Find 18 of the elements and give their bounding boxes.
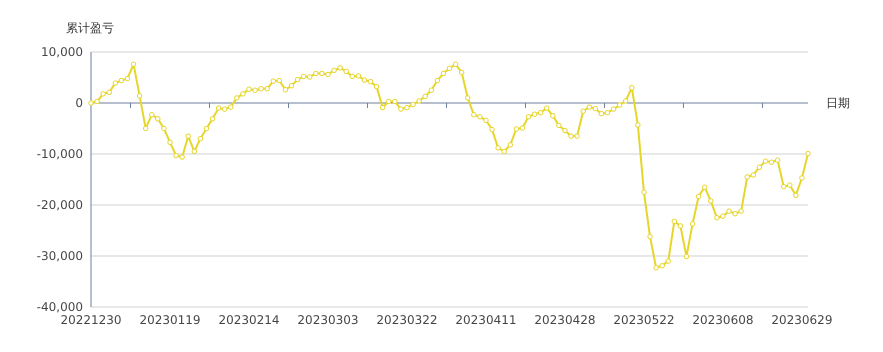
x-tick-label: 20230522: [613, 313, 674, 327]
y-tick-label: -20,000: [36, 198, 83, 212]
x-tick-label: 20230303: [297, 313, 359, 327]
y-tick-label: 0: [75, 96, 83, 110]
y-axis-title: 累计盈亏: [66, 21, 114, 35]
x-tick-label: 20230411: [455, 313, 516, 327]
x-tick-label: 20230629: [771, 313, 832, 327]
x-tick-label: 20221230: [60, 313, 122, 327]
x-tick-label: 20230119: [139, 313, 201, 327]
x-axis-title: 日期: [826, 96, 850, 110]
y-tick-label: -10,000: [36, 147, 83, 162]
y-tick-label: -40,000: [36, 300, 83, 314]
y-tick-label: -30,000: [36, 249, 83, 264]
x-tick-label: 20230322: [376, 313, 438, 327]
x-tick-label: 20230428: [534, 313, 596, 327]
x-tick-label: 20230608: [692, 313, 754, 327]
x-tick-label: 20230214: [218, 313, 280, 327]
y-tick-label: 10,000: [41, 45, 83, 60]
